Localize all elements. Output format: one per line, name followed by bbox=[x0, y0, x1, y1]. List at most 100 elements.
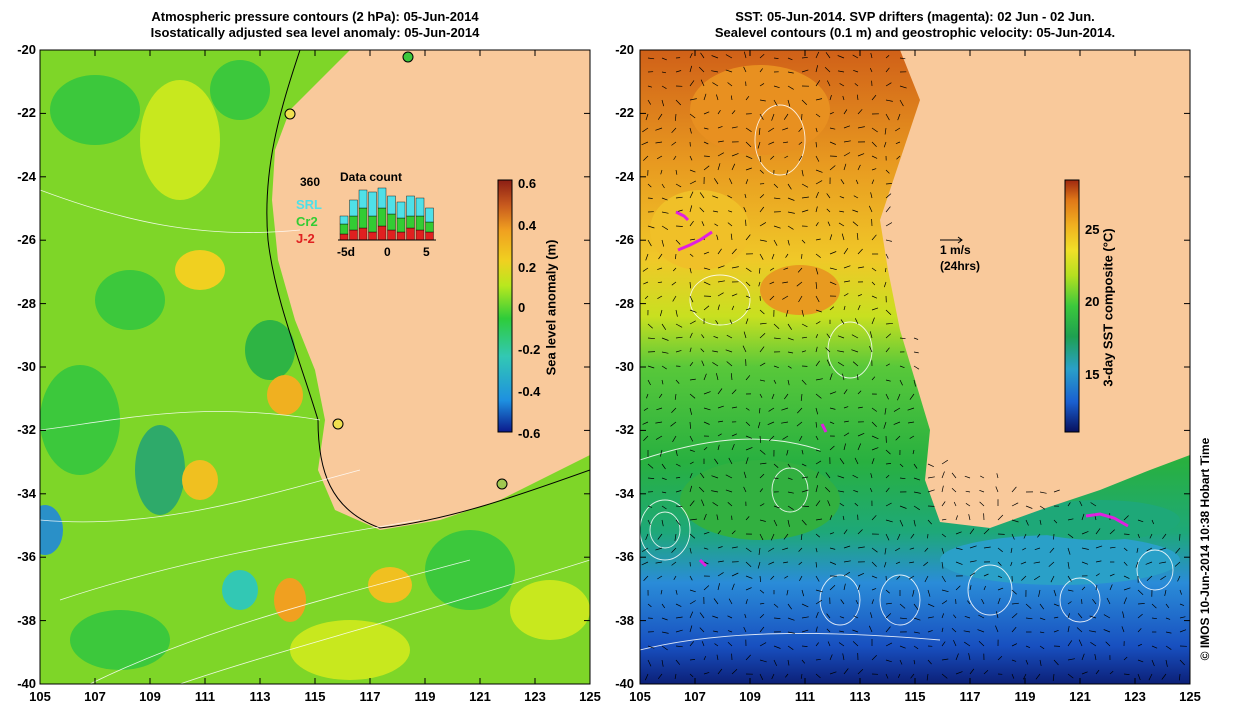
velocity-vector bbox=[829, 407, 836, 410]
velocity-vector bbox=[658, 393, 663, 399]
inset-bar-segment bbox=[339, 233, 349, 241]
velocity-vector bbox=[908, 575, 915, 580]
velocity-vector bbox=[871, 295, 878, 299]
velocity-vector bbox=[1161, 673, 1167, 680]
velocity-vector bbox=[995, 625, 999, 633]
velocity-vector bbox=[815, 673, 821, 679]
velocity-vector bbox=[759, 473, 765, 479]
velocity-vector bbox=[1165, 603, 1170, 609]
velocity-vector bbox=[783, 267, 789, 270]
velocity-vector bbox=[731, 546, 738, 549]
velocity-vector bbox=[829, 654, 833, 661]
velocity-vector bbox=[1165, 645, 1172, 650]
inset-x-5: 5 bbox=[423, 245, 430, 259]
velocity-vector bbox=[1179, 589, 1182, 595]
lx-115: 115 bbox=[304, 689, 326, 704]
velocity-vector bbox=[1081, 547, 1089, 550]
velocity-vector bbox=[857, 164, 861, 171]
velocity-vector bbox=[815, 642, 819, 647]
velocity-vector bbox=[857, 529, 863, 535]
velocity-vector bbox=[1109, 573, 1115, 577]
velocity-vector bbox=[700, 472, 705, 479]
velocity-vector bbox=[699, 207, 705, 213]
velocity-vector bbox=[657, 575, 663, 580]
velocity-vector bbox=[1123, 673, 1130, 675]
velocity-vector bbox=[857, 584, 861, 591]
velocity-vector bbox=[977, 629, 985, 633]
velocity-vector bbox=[893, 407, 901, 412]
velocity-vector bbox=[895, 435, 901, 441]
inset-bar-segment bbox=[406, 215, 415, 229]
velocity-vector bbox=[703, 251, 710, 255]
velocity-vector bbox=[1123, 561, 1128, 566]
velocity-vector bbox=[787, 85, 794, 90]
velocity-vector bbox=[712, 195, 719, 199]
velocity-vector bbox=[979, 489, 985, 493]
velocity-vector bbox=[871, 447, 879, 451]
velocity-vector bbox=[758, 281, 761, 287]
velocity-vector bbox=[815, 360, 820, 367]
velocity-vector bbox=[927, 476, 935, 479]
velocity-vector bbox=[717, 126, 723, 129]
velocity-vector bbox=[843, 406, 849, 409]
velocity-vector bbox=[731, 389, 737, 395]
velocity-vector bbox=[1039, 505, 1046, 510]
velocity-vector bbox=[699, 192, 705, 199]
velocity-vector bbox=[885, 642, 893, 647]
velocity-vector bbox=[885, 347, 890, 353]
velocity-vector bbox=[717, 280, 725, 283]
velocity-vector bbox=[703, 446, 708, 451]
velocity-vector bbox=[829, 373, 833, 381]
velocity-vector bbox=[782, 295, 789, 300]
velocity-vector bbox=[885, 322, 893, 325]
inset-bar-segment bbox=[387, 229, 396, 241]
velocity-vector bbox=[1025, 505, 1033, 509]
velocity-vector bbox=[1081, 531, 1089, 535]
velocity-vector bbox=[857, 432, 865, 437]
rx-115: 115 bbox=[904, 689, 926, 704]
velocity-vector bbox=[871, 376, 876, 381]
velocity-vector bbox=[839, 503, 845, 507]
velocity-vector bbox=[1081, 561, 1089, 565]
velocity-vector bbox=[857, 572, 865, 577]
velocity-vector bbox=[745, 421, 751, 426]
velocity-vector bbox=[913, 603, 919, 610]
velocity-vector bbox=[815, 599, 822, 605]
velocity-vector bbox=[1011, 589, 1017, 595]
velocity-vector bbox=[912, 449, 915, 455]
velocity-vector bbox=[909, 547, 915, 550]
velocity-vector bbox=[787, 225, 794, 230]
velocity-vector bbox=[927, 603, 935, 608]
inset-bar-segment bbox=[339, 223, 349, 235]
velocity-vector bbox=[675, 449, 678, 456]
velocity-vector bbox=[800, 673, 803, 679]
velocity-vector bbox=[955, 671, 963, 675]
velocity-vector bbox=[871, 435, 879, 440]
velocity-vector bbox=[857, 546, 865, 549]
velocity-vector bbox=[759, 602, 765, 605]
velocity-vector bbox=[661, 617, 668, 621]
velocity-vector bbox=[798, 561, 803, 565]
velocity-vector bbox=[964, 475, 971, 479]
lx-117: 117 bbox=[359, 689, 381, 704]
velocity-vector bbox=[840, 179, 845, 185]
velocity-vector bbox=[897, 393, 901, 401]
velocity-vector bbox=[657, 267, 663, 270]
velocity-vector bbox=[787, 477, 793, 480]
velocity-vector bbox=[731, 668, 738, 675]
velocity-vector bbox=[1067, 575, 1072, 582]
velocity-vector bbox=[1053, 519, 1058, 524]
velocity-vector bbox=[759, 362, 766, 367]
velocity-vector bbox=[713, 598, 719, 605]
velocity-vector bbox=[839, 630, 845, 633]
velocity-vector bbox=[841, 233, 845, 241]
velocity-vector bbox=[759, 113, 764, 120]
velocity-vector bbox=[770, 575, 775, 580]
velocity-vector bbox=[703, 165, 710, 171]
velocity-vector bbox=[1067, 613, 1070, 619]
inset-bar-segment bbox=[415, 229, 425, 241]
velocity-vector bbox=[659, 309, 663, 317]
velocity-vector bbox=[913, 519, 916, 527]
velocity-vector bbox=[1151, 603, 1157, 609]
velocity-vector bbox=[712, 210, 719, 213]
